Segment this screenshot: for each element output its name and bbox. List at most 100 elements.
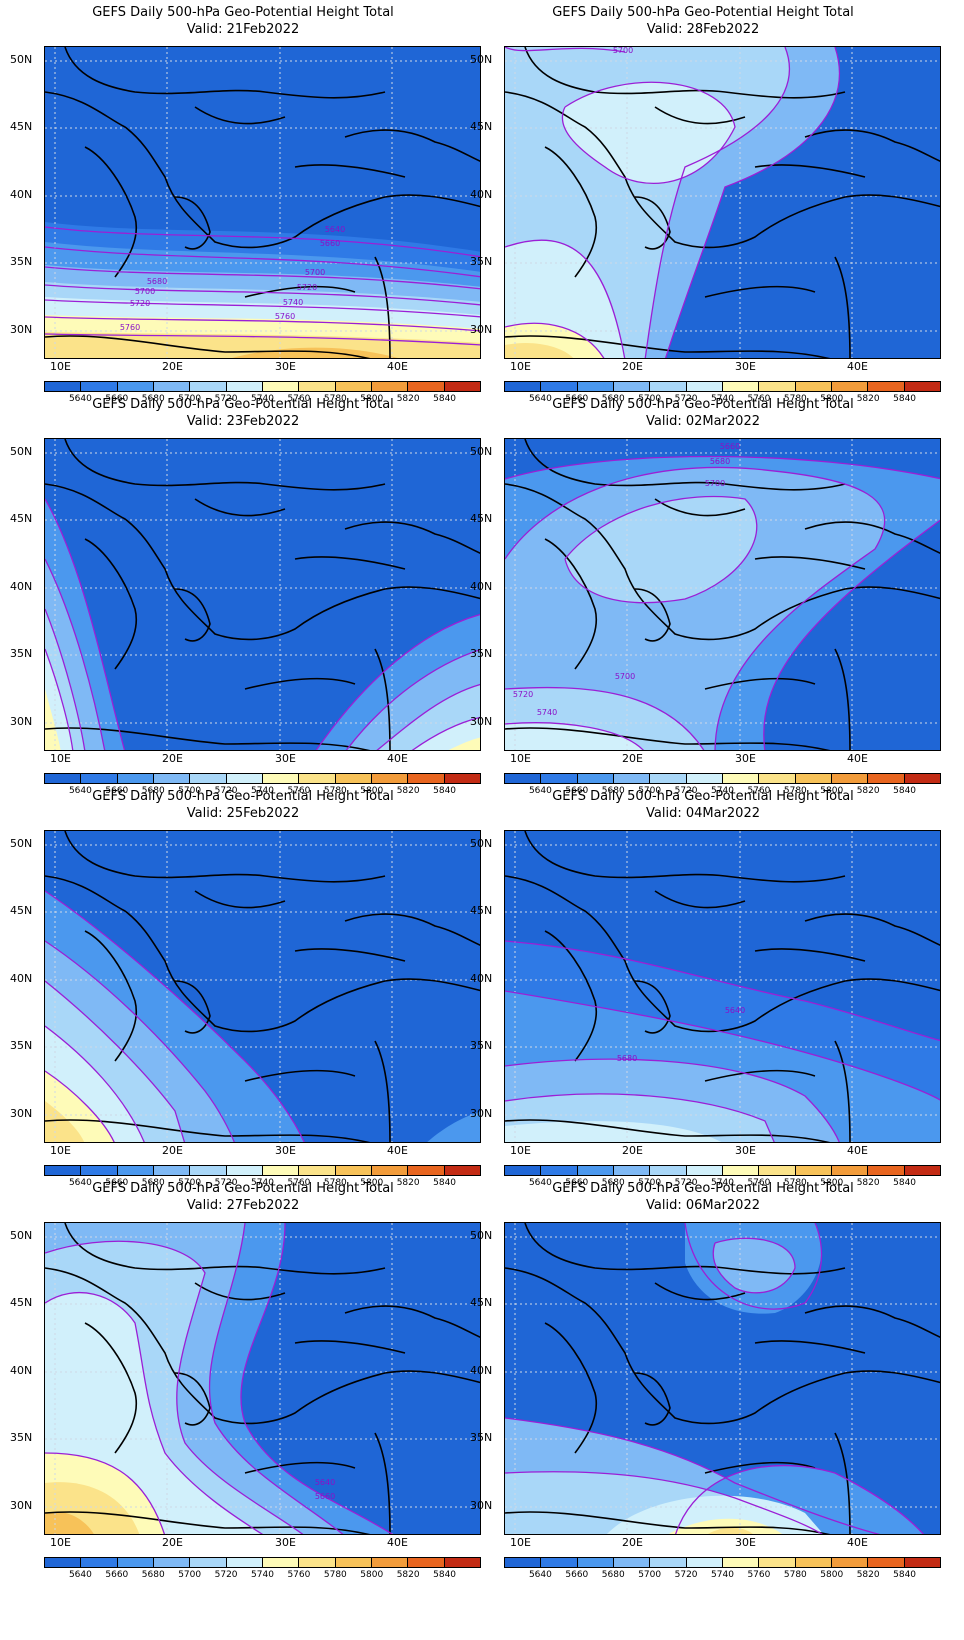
lat-tick-label: 35N: [10, 1039, 33, 1052]
coastline: [344, 1305, 480, 1338]
colorbar-swatch: [541, 1166, 578, 1175]
lon-tick-label: 20E: [622, 1536, 643, 1549]
colorbar-level-label: 5800: [820, 1178, 844, 1188]
contour-line: [45, 266, 480, 290]
contour-line: [240, 1223, 394, 1534]
height-map: [44, 438, 481, 751]
lon-tick-label: 20E: [162, 1144, 183, 1157]
lon-tick-label: 40E: [847, 1144, 868, 1157]
map-canvas: 5640 5680: [505, 831, 940, 1142]
colorbar-swatch: [81, 774, 118, 783]
coastline: [754, 1340, 866, 1354]
colorbar-level-label: 5800: [820, 394, 844, 404]
lat-tick-label: 35N: [470, 1431, 493, 1444]
colorbar-swatch: [505, 1166, 542, 1175]
colorbar-swatch: [577, 774, 614, 783]
contour-line: [45, 608, 86, 750]
colorbar-swatch: [505, 382, 542, 391]
coastline: [634, 980, 671, 1034]
colorbar-level-label: 5800: [360, 1178, 384, 1188]
lat-tick-label: 40N: [470, 580, 493, 593]
lon-tick-label: 40E: [847, 752, 868, 765]
colorbar-swatch: [408, 1166, 445, 1175]
colorbar-swatch: [226, 1558, 263, 1567]
colorbar-level-label: 5760: [747, 786, 771, 796]
contour-line: [45, 890, 305, 1142]
contour-line: [644, 47, 791, 358]
colorbar-swatch: [371, 1166, 409, 1175]
colorbar-level-label: 5740: [251, 394, 274, 404]
contour-line: [45, 1025, 145, 1142]
height-band: [448, 737, 480, 750]
map-canvas: [505, 1223, 940, 1534]
colorbar-swatch: [335, 774, 372, 783]
colorbar-swatch: [444, 774, 480, 783]
height-band: [708, 1527, 753, 1534]
contour-label: 5640: [725, 1006, 745, 1015]
coastline: [704, 285, 816, 298]
contour-line: [45, 558, 106, 750]
colorbar-level-label: 5660: [565, 1570, 589, 1580]
lon-tick-label: 30E: [735, 1536, 756, 1549]
contour-line: [45, 316, 480, 332]
lon-tick-label: 40E: [847, 1536, 868, 1549]
colorbar-level-label: 5740: [711, 1570, 734, 1580]
coastline: [194, 1282, 286, 1301]
colorbar-level-label: 5680: [601, 1570, 625, 1580]
colorbar-swatch: [505, 774, 542, 783]
colorbar-level-label: 5820: [856, 394, 880, 404]
height-band: [607, 1495, 824, 1534]
coastline: [804, 521, 940, 554]
coastline: [374, 1432, 391, 1534]
colorbar-level-label: 5780: [323, 1178, 347, 1188]
coastline: [505, 91, 940, 249]
colorbar-swatch: [759, 1166, 796, 1175]
colorbar-swatch: [541, 382, 578, 391]
colorbar-swatch: [541, 774, 578, 783]
colorbar-swatch: [795, 382, 832, 391]
colorbar-swatch: [722, 1558, 760, 1567]
colorbar-level-label: 5820: [396, 786, 420, 796]
coastline: [194, 498, 286, 517]
panel-title: GEFS Daily 500-hPa Geo-Potential Height …: [92, 1181, 394, 1196]
coastline: [64, 831, 386, 883]
colorbar-level-label: 5780: [783, 786, 807, 796]
colorbar-level-label: 5740: [711, 394, 734, 404]
colorbar: [44, 1165, 481, 1176]
contour-line: [45, 333, 480, 346]
map-panel: GEFS Daily 500-hPa Geo-Potential Height …: [8, 392, 481, 796]
coastline: [64, 439, 386, 491]
contour-line: [45, 299, 480, 318]
lon-tick-label: 10E: [50, 752, 71, 765]
lon-tick-label: 20E: [622, 752, 643, 765]
map-canvas: 5640 5660: [45, 1223, 480, 1534]
colorbar-swatch: [190, 1558, 227, 1567]
contour-line: [45, 498, 126, 750]
colorbar: [504, 1165, 941, 1176]
lat-tick-label: 45N: [470, 904, 493, 917]
colorbar-level-label: 5700: [178, 1570, 202, 1580]
lon-tick-label: 20E: [162, 1536, 183, 1549]
height-band: [713, 1238, 795, 1293]
coastline: [174, 196, 211, 250]
coastline: [505, 1267, 940, 1425]
colorbar-level-label: 5700: [638, 394, 662, 404]
coastline: [294, 1340, 406, 1354]
contour-label: 5680: [710, 457, 730, 466]
colorbar-swatch: [45, 1166, 82, 1175]
colorbar-level-label: 5720: [674, 394, 698, 404]
colorbar-level-label: 5840: [893, 786, 917, 796]
coastline: [294, 556, 406, 570]
colorbar-swatch: [262, 774, 300, 783]
colorbar-level-label: 5720: [214, 1570, 238, 1580]
colorbar-level-label: 5640: [528, 394, 552, 404]
colorbar-level-label: 5840: [433, 1178, 457, 1188]
coastline: [45, 483, 480, 641]
colorbar: [44, 381, 481, 392]
colorbar-swatch: [650, 1166, 687, 1175]
colorbar-swatch: [868, 774, 905, 783]
height-map: 5640 5680: [504, 830, 941, 1143]
colorbar-level-label: 5780: [323, 394, 347, 404]
colorbar-level-label: 5680: [601, 394, 625, 404]
height-band: [668, 1518, 783, 1534]
